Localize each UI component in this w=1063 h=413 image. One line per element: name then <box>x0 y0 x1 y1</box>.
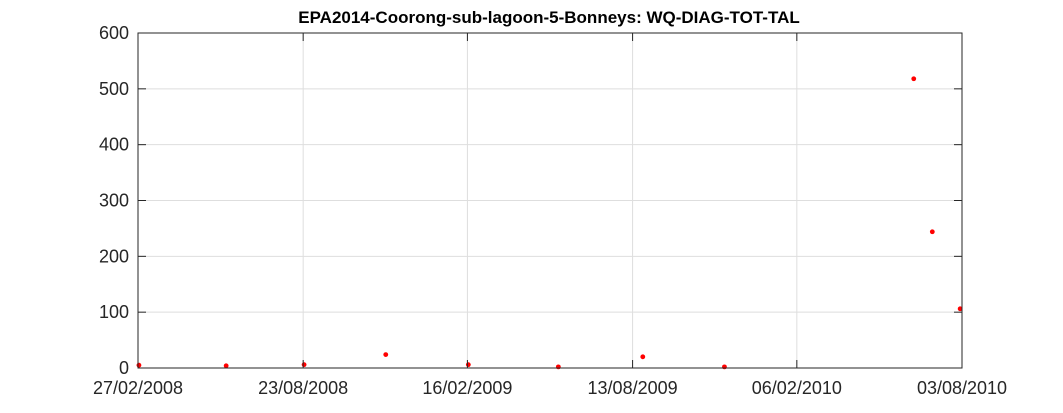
x-tick-label: 27/02/2008 <box>93 378 183 398</box>
y-tick-label: 300 <box>99 191 129 211</box>
data-point <box>640 354 646 360</box>
data-point <box>722 364 727 370</box>
y-tick-label: 100 <box>99 302 129 322</box>
x-tick-label: 13/08/2009 <box>588 378 678 398</box>
data-point <box>383 352 389 357</box>
y-tick-label: 0 <box>119 358 129 378</box>
axis-ticks: 27/02/2008 23/08/2008 16/02/2009 13/08/2009… <box>93 23 1007 398</box>
y-tick-label: 200 <box>99 246 129 266</box>
data-point <box>136 362 142 368</box>
data-point <box>465 362 471 368</box>
x-tick-label: 16/02/2009 <box>422 378 512 398</box>
x-tick-label: 03/08/2010 <box>917 378 1007 398</box>
data-point <box>911 76 917 82</box>
data-point <box>223 363 229 369</box>
data-point <box>957 306 963 312</box>
data-point <box>929 229 935 235</box>
x-tick-label: 23/08/2008 <box>258 378 348 398</box>
y-tick-label: 500 <box>99 79 129 99</box>
y-tick-label: 600 <box>99 23 129 43</box>
x-tick-label: 06/02/2010 <box>752 378 842 398</box>
data-point <box>555 364 561 370</box>
chart-title: EPA2014-Coorong-sub-lagoon-5-Bonneys: WQ… <box>298 8 799 27</box>
y-tick-label: 400 <box>99 135 129 155</box>
data-point <box>301 362 307 368</box>
